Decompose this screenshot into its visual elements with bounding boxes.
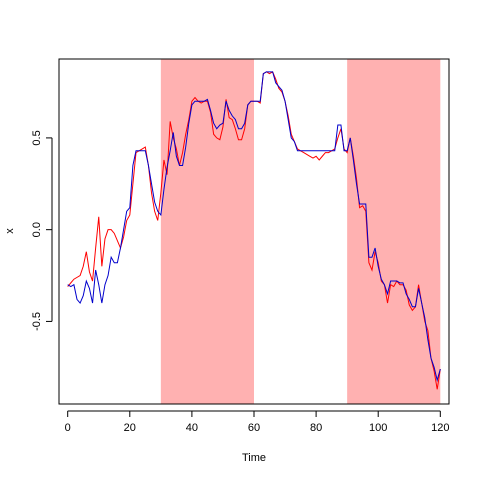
x-axis: 0 20 40 60 80 100 120 [65,410,449,434]
y-axis: -0.5 0.0 0.5 [31,130,53,331]
x-tick-label: 20 [124,422,136,434]
x-tick-label: 120 [431,422,449,434]
y-tick-label: -0.5 [31,312,43,331]
plot-frame [58,58,450,405]
x-tick-label: 40 [186,422,198,434]
series-line-2 [67,71,441,383]
shaded-regions [160,59,441,404]
y-axis-label: x [4,228,16,234]
x-tick-label: 60 [248,422,260,434]
x-tick-label: 100 [369,422,387,434]
shaded-region-2 [347,59,441,404]
x-tick-label: 80 [310,422,322,434]
y-tick-label: 0.5 [31,130,43,145]
series-lines [67,71,441,390]
shaded-region-1 [160,59,254,404]
x-tick-label: 0 [65,422,71,434]
x-axis-label: Time [242,452,266,464]
y-tick-label: 0.0 [31,222,43,237]
